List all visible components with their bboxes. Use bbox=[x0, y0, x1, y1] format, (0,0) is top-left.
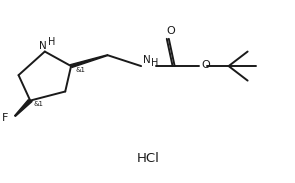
Text: H: H bbox=[151, 57, 159, 68]
Polygon shape bbox=[70, 55, 108, 67]
Polygon shape bbox=[14, 100, 32, 116]
Text: F: F bbox=[2, 113, 8, 123]
Text: H: H bbox=[48, 37, 56, 47]
Text: &1: &1 bbox=[76, 67, 86, 73]
Text: HCl: HCl bbox=[137, 152, 160, 165]
Text: N: N bbox=[142, 55, 150, 65]
Text: O: O bbox=[166, 26, 175, 36]
Text: &1: &1 bbox=[34, 102, 44, 107]
Text: O: O bbox=[201, 60, 210, 70]
Text: N: N bbox=[40, 41, 47, 51]
